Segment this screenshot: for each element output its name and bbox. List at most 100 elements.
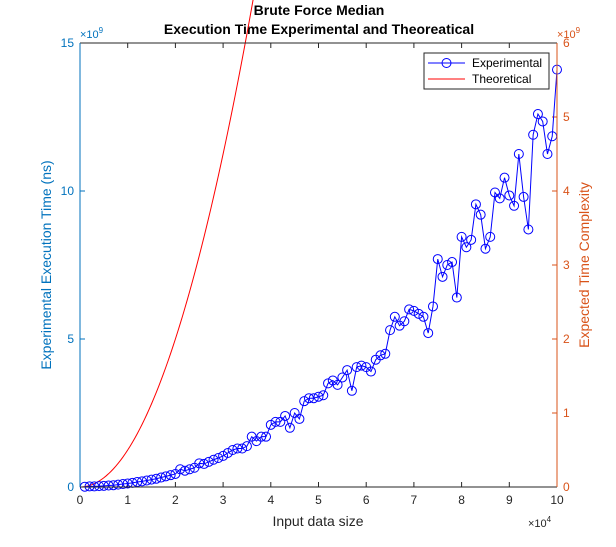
experimental-line [84, 69, 558, 488]
chart-subtitle: Execution Time Experimental and Theoreat… [164, 21, 474, 37]
experimental-point [408, 305, 419, 316]
experimental-point [537, 116, 548, 127]
y-right-tick-label: 6 [563, 36, 570, 50]
experimental-point [513, 149, 524, 159]
experimental-point [404, 304, 415, 315]
experimental-point [113, 479, 124, 490]
legend-experimental-marker [441, 58, 452, 68]
x-tick-label: 10 [550, 493, 564, 507]
experimental-point [284, 422, 295, 433]
x-tick-label: 4 [267, 493, 274, 507]
experimental-point [385, 325, 396, 336]
experimental-point [137, 476, 148, 487]
x-tick-label: 9 [506, 493, 513, 507]
experimental-point [418, 311, 429, 322]
experimental-point [184, 464, 195, 475]
y-left-tick-label: 0 [67, 480, 74, 494]
experimental-point [98, 480, 109, 491]
y-left-multiplier: ×109 [80, 26, 104, 41]
x-tick-label: 8 [458, 493, 465, 507]
experimental-point [346, 385, 357, 396]
y-left-tick-label: 10 [61, 184, 75, 198]
experimental-point [232, 443, 243, 454]
experimental-point [208, 454, 219, 465]
experimental-point [89, 481, 100, 492]
experimental-point [122, 478, 133, 489]
experimental-point [270, 416, 281, 427]
experimental-point [375, 350, 386, 361]
experimental-point [156, 472, 167, 483]
experimental-point [447, 257, 458, 268]
experimental-point [175, 464, 186, 475]
x-tick-label: 1 [124, 493, 131, 507]
x-tick-label: 7 [411, 493, 418, 507]
experimental-point [365, 366, 376, 377]
experimental-point [323, 378, 334, 389]
experimental-point [356, 360, 367, 371]
x-multiplier: ×104 [528, 515, 552, 530]
experimental-point [256, 431, 267, 442]
legend: Experimental Theoretical [423, 52, 550, 90]
x-axis-label: Input data size [272, 513, 363, 529]
experimental-point [342, 365, 353, 376]
experimental-point [241, 441, 252, 452]
experimental-point [213, 452, 224, 463]
experimental-point [222, 447, 233, 458]
experimental-point [313, 391, 324, 402]
experimental-point [470, 199, 481, 210]
x-tick-label: 5 [315, 493, 322, 507]
y-right-tick-label: 2 [563, 332, 570, 346]
experimental-point [337, 372, 348, 383]
experimental-point [451, 292, 462, 303]
experimental-point [146, 474, 157, 485]
experimental-point [461, 242, 472, 253]
experimental-point [399, 316, 410, 327]
experimental-point [494, 193, 505, 204]
experimental-point [294, 413, 305, 424]
experimental-point [203, 456, 214, 467]
y-axis-right-label: Expected Time Complexity [576, 182, 592, 348]
experimental-point [103, 480, 114, 491]
experimental-point [94, 481, 105, 492]
experimental-point [299, 396, 310, 407]
y-axis-left: 0 5 10 15 [61, 36, 85, 494]
experimental-point [227, 445, 238, 455]
y-left-tick-label: 15 [61, 36, 75, 50]
experimental-point [432, 254, 443, 265]
series-layer [79, 0, 562, 492]
x-tick-label: 3 [220, 493, 227, 507]
experimental-point [518, 191, 529, 202]
y-left-tick-label: 5 [67, 332, 74, 346]
experimental-point [199, 458, 210, 469]
y-right-tick-label: 1 [563, 406, 570, 420]
experimental-point [179, 465, 190, 476]
experimental-point [265, 419, 276, 430]
experimental-point [480, 243, 491, 254]
experimental-point [332, 379, 343, 390]
experimental-point [466, 234, 477, 245]
experimental-point [485, 231, 496, 242]
experimental-point [523, 224, 534, 235]
y-axis-left-label: Experimental Execution Time (ns) [38, 160, 54, 369]
x-axis: 0 1 2 3 4 5 6 7 8 9 10 [77, 43, 564, 507]
experimental-point [475, 209, 486, 220]
experimental-point [499, 172, 510, 183]
experimental-point [261, 431, 272, 442]
experimental-point [427, 301, 438, 312]
experimental-point [442, 260, 453, 270]
experimental-point [437, 271, 448, 282]
experimental-point [237, 443, 248, 454]
experimental-point [280, 410, 291, 421]
experimental-point [528, 129, 539, 140]
experimental-point [141, 475, 152, 486]
chart-title: Brute Force Median [254, 2, 385, 18]
experimental-point [423, 328, 434, 339]
experimental-point [542, 149, 553, 159]
experimental-point [413, 308, 424, 319]
y-right-tick-label: 5 [563, 110, 570, 124]
experimental-point [303, 393, 314, 404]
experimental-point [165, 470, 176, 481]
legend-experimental-label: Experimental [472, 56, 542, 70]
experimental-point [151, 473, 162, 484]
